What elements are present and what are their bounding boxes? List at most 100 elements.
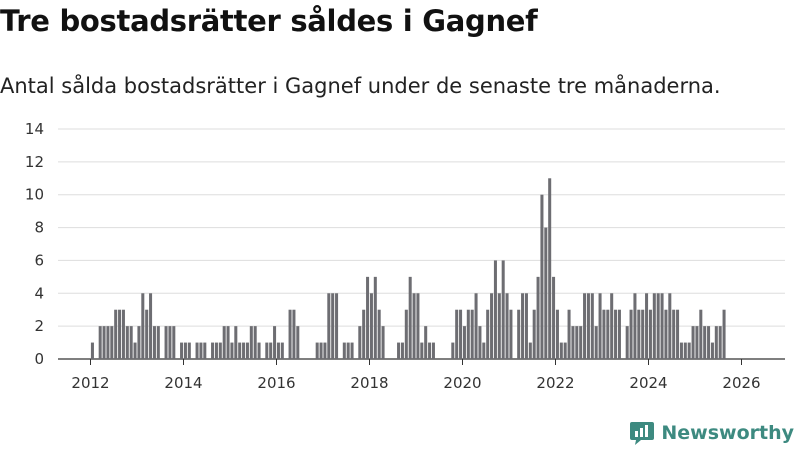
bar xyxy=(342,342,346,359)
x-axis-ticks: 2012 2014 2016 2018 2020 2022 2024 2026 xyxy=(71,359,761,392)
bar xyxy=(257,342,261,359)
bar xyxy=(482,342,486,359)
bar xyxy=(462,326,466,359)
bar xyxy=(369,293,373,359)
bar xyxy=(524,293,528,359)
bar xyxy=(265,342,269,359)
bar xyxy=(90,342,94,359)
bar xyxy=(195,342,199,359)
bar xyxy=(245,342,249,359)
x-tick-label: 2022 xyxy=(536,374,574,392)
x-tick-label: 2024 xyxy=(629,374,667,392)
bar xyxy=(114,309,118,359)
x-tick-label: 2012 xyxy=(71,374,109,392)
bar xyxy=(404,309,408,359)
bar xyxy=(335,293,339,359)
bar xyxy=(586,293,590,359)
bar xyxy=(296,326,300,359)
bar xyxy=(544,227,548,359)
bar xyxy=(381,326,385,359)
data-label: 3 xyxy=(743,0,753,4)
bar xyxy=(269,342,273,359)
brand-logo: Newsworthy xyxy=(629,420,794,446)
x-tick-label: 2026 xyxy=(722,374,760,392)
data-labels: 3 xyxy=(743,0,753,4)
bar xyxy=(691,326,695,359)
bar xyxy=(180,342,184,359)
bar xyxy=(648,309,652,359)
bar xyxy=(555,309,559,359)
y-tick-label: 10 xyxy=(25,186,44,204)
bar xyxy=(664,309,668,359)
x-tick-label: 2014 xyxy=(164,374,202,392)
bar xyxy=(505,293,509,359)
bar xyxy=(199,342,203,359)
chart-subtitle: Antal sålda bostadsrätter i Gagnef under… xyxy=(0,74,721,98)
bar xyxy=(141,293,145,359)
bar xyxy=(172,326,176,359)
bar xyxy=(152,326,156,359)
bar xyxy=(362,309,366,359)
bar xyxy=(583,293,587,359)
bar xyxy=(699,309,703,359)
bar xyxy=(358,326,362,359)
bar xyxy=(133,342,137,359)
brand-name: Newsworthy xyxy=(661,422,794,444)
bar xyxy=(548,178,552,359)
bar xyxy=(276,342,280,359)
bar xyxy=(528,342,532,359)
bar xyxy=(110,326,114,359)
bar xyxy=(400,342,404,359)
bar xyxy=(451,342,455,359)
bar xyxy=(466,309,470,359)
bar xyxy=(323,342,327,359)
bar xyxy=(408,276,412,359)
x-tick-label: 2016 xyxy=(257,374,295,392)
bar xyxy=(459,309,463,359)
bar xyxy=(327,293,331,359)
bar xyxy=(695,326,699,359)
bar xyxy=(552,276,556,359)
bar xyxy=(319,342,323,359)
bar xyxy=(714,326,718,359)
bar xyxy=(536,276,540,359)
bar xyxy=(668,293,672,359)
bar xyxy=(493,260,497,359)
chart-title: Tre bostadsrätter såldes i Gagnef xyxy=(0,4,538,38)
bar xyxy=(614,309,618,359)
bar xyxy=(377,309,381,359)
y-tick-label: 12 xyxy=(25,153,44,171)
bar xyxy=(656,293,660,359)
bar xyxy=(164,326,168,359)
bar xyxy=(645,293,649,359)
bar xyxy=(710,342,714,359)
bar xyxy=(617,309,621,359)
bar xyxy=(424,326,428,359)
bar xyxy=(102,326,106,359)
bar xyxy=(625,326,629,359)
bar xyxy=(567,309,571,359)
bar xyxy=(168,326,172,359)
bar xyxy=(497,293,501,359)
bar xyxy=(137,326,141,359)
newsworthy-logo-icon xyxy=(630,422,655,445)
bar xyxy=(478,326,482,359)
bar xyxy=(683,342,687,359)
bar xyxy=(129,326,133,359)
bar xyxy=(676,309,680,359)
bar xyxy=(242,342,246,359)
bar xyxy=(346,342,350,359)
bar xyxy=(203,342,207,359)
bar xyxy=(563,342,567,359)
bar xyxy=(222,326,226,359)
bar xyxy=(149,293,153,359)
bar xyxy=(652,293,656,359)
bar xyxy=(474,293,478,359)
bar xyxy=(238,342,242,359)
bar xyxy=(280,342,284,359)
bar xyxy=(687,342,691,359)
bar xyxy=(373,276,377,359)
bar xyxy=(292,309,296,359)
bar xyxy=(722,309,726,359)
bar xyxy=(610,293,614,359)
